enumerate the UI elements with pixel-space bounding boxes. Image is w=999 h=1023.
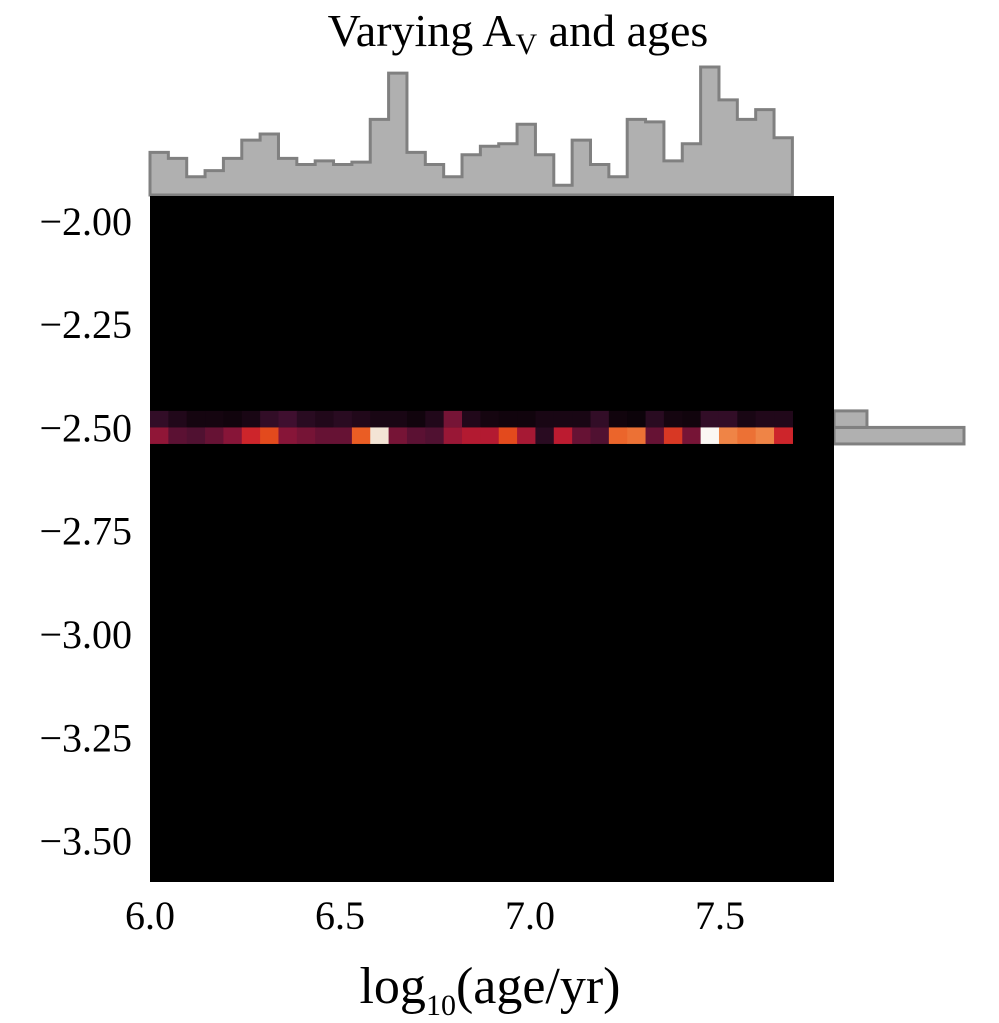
- heatmap-cell: [774, 427, 793, 444]
- heatmap-cell: [333, 427, 353, 444]
- heatmap-cell: [755, 410, 775, 428]
- heatmap-cell: [150, 410, 169, 428]
- right-histogram-bar: [832, 425, 966, 446]
- x-tick-label: 7.5: [695, 893, 745, 938]
- heatmap-cell: [608, 410, 628, 428]
- x-axis-label: log10(age/yr): [359, 958, 620, 1022]
- heatmap-cell: [388, 410, 408, 428]
- heatmap-cell: [517, 427, 537, 444]
- y-tick-label: −3.25: [39, 715, 132, 760]
- heatmap-cell: [645, 410, 665, 428]
- heatmap-cell: [517, 410, 537, 428]
- heatmap-cell: [700, 427, 720, 444]
- heatmap-cell: [608, 427, 628, 444]
- heatmap-cell: [572, 427, 592, 444]
- heatmap-cell: [168, 427, 188, 444]
- heatmap-cell: [425, 427, 445, 444]
- heatmap-cell: [260, 427, 280, 444]
- heatmap-cell: [370, 410, 390, 428]
- heatmap-cell: [682, 427, 702, 444]
- heatmap-cell: [480, 427, 500, 444]
- heatmap-cell: [572, 410, 592, 428]
- heatmap-cell: [186, 410, 206, 428]
- heatmap-cell: [755, 427, 775, 444]
- heatmap-cell: [553, 427, 573, 444]
- y-tick-label: −2.25: [39, 302, 132, 347]
- y-tick-label: −2.00: [39, 199, 132, 244]
- top-marginal-histogram: [148, 65, 794, 197]
- heatmap-cell: [774, 410, 793, 428]
- right-marginal-histogram: [832, 409, 966, 446]
- heatmap-cell: [498, 410, 518, 428]
- heatmap-cell: [333, 410, 353, 428]
- chart-title: Varying AV and ages: [328, 5, 709, 61]
- heatmap-cell: [682, 410, 702, 428]
- heatmap-cells: [150, 410, 793, 444]
- heatmap-cell: [260, 410, 280, 428]
- heatmap-cell: [627, 427, 647, 444]
- heatmap-cell: [168, 410, 188, 428]
- heatmap-cell: [627, 410, 647, 428]
- heatmap-cell: [718, 427, 738, 444]
- heatmap-plot-area: [150, 196, 834, 882]
- heatmap-cell: [278, 410, 298, 428]
- heatmap-cell: [186, 427, 206, 444]
- heatmap-cell: [443, 427, 463, 444]
- heatmap-cell: [388, 427, 408, 444]
- heatmap-cell: [241, 410, 261, 428]
- heatmap-cell: [150, 427, 169, 444]
- heatmap-cell: [700, 410, 720, 428]
- heatmap-cell: [737, 427, 757, 444]
- y-axis-ticks: −2.00 −2.25 −2.50 −2.75 −3.00 −3.25 −3.50: [39, 199, 132, 864]
- heatmap-cell: [535, 427, 555, 444]
- heatmap-cell: [663, 410, 683, 428]
- heatmap-cell: [296, 427, 316, 444]
- y-tick-label: −3.50: [39, 819, 132, 864]
- right-histogram-bar: [832, 409, 869, 429]
- heatmap-cell: [351, 427, 371, 444]
- top-histogram-bars: [148, 65, 794, 197]
- heatmap-cell: [223, 427, 243, 444]
- heatmap-cell: [278, 427, 298, 444]
- heatmap-cell: [205, 427, 225, 444]
- heatmap-cell: [223, 410, 243, 428]
- heatmap-cell: [315, 427, 335, 444]
- heatmap-cell: [590, 410, 610, 428]
- heatmap-cell: [425, 410, 445, 428]
- heatmap-cell: [590, 427, 610, 444]
- x-axis-ticks: 6.0 6.5 7.0 7.5: [125, 893, 745, 938]
- heatmap-cell: [462, 410, 481, 428]
- heatmap-cell: [498, 427, 518, 444]
- heatmap-cell: [406, 427, 426, 444]
- x-tick-label: 7.0: [505, 893, 555, 938]
- heatmap-cell: [718, 410, 738, 428]
- heatmap-cell: [645, 427, 665, 444]
- heatmap-cell: [535, 410, 555, 428]
- heatmap-cell: [406, 410, 426, 428]
- heatmap-cell: [462, 427, 481, 444]
- heatmap-cell: [296, 410, 316, 428]
- y-tick-label: −2.50: [39, 405, 132, 450]
- heatmap-cell: [553, 410, 573, 428]
- heatmap-cell: [315, 410, 335, 428]
- y-tick-label: −2.75: [39, 509, 132, 554]
- heatmap-cell: [351, 410, 371, 428]
- heatmap-cell: [241, 427, 261, 444]
- heatmap-cell: [370, 427, 390, 444]
- heatmap-cell: [663, 427, 683, 444]
- y-tick-label: −3.00: [39, 612, 132, 657]
- x-tick-label: 6.5: [315, 893, 365, 938]
- heatmap-cell: [205, 410, 225, 428]
- heatmap-cell: [443, 410, 463, 428]
- heatmap-cell: [737, 410, 757, 428]
- x-tick-label: 6.0: [125, 893, 175, 938]
- heatmap-cell: [480, 410, 500, 428]
